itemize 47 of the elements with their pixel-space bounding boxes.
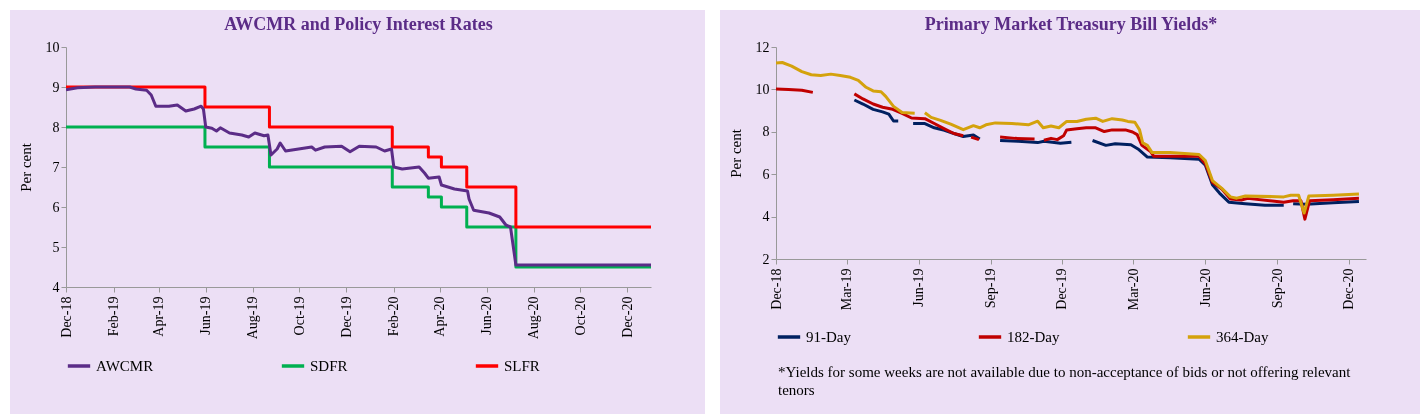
x-tick-label: Dec-19 bbox=[1054, 268, 1070, 310]
y-tick-label: 4 bbox=[52, 279, 60, 295]
x-tick-label: Oct-20 bbox=[572, 296, 588, 336]
chart-title: AWCMR and Policy Interest Rates bbox=[224, 14, 493, 34]
x-tick-label: Sep-20 bbox=[1269, 268, 1285, 309]
legend-label: SDFR bbox=[310, 358, 348, 374]
x-tick-label: Jun-19 bbox=[198, 296, 214, 335]
x-tick-label: Feb-19 bbox=[106, 296, 122, 337]
x-tick-label: Mar-19 bbox=[839, 268, 855, 311]
x-tick-label: Apr-19 bbox=[151, 296, 167, 337]
x-tick-label: Mar-20 bbox=[1125, 268, 1141, 311]
y-tick-label: 6 bbox=[52, 199, 60, 215]
x-tick-label: Jun-20 bbox=[479, 296, 495, 335]
x-tick-label: Aug-19 bbox=[245, 296, 261, 340]
y-tick-label: 12 bbox=[755, 39, 770, 55]
y-tick-label: 6 bbox=[762, 166, 770, 182]
y-tick-label: 2 bbox=[762, 251, 770, 267]
x-tick-label: Dec-18 bbox=[58, 296, 74, 338]
x-tick-label: Jun-20 bbox=[1197, 268, 1213, 307]
line-series bbox=[66, 85, 651, 267]
x-tick-label: Dec-19 bbox=[338, 296, 354, 338]
legend-label: 91-Day bbox=[806, 329, 852, 345]
legend-label: 182-Day bbox=[1007, 329, 1060, 345]
legend-label: 364-Day bbox=[1216, 329, 1269, 345]
y-tick-label: 8 bbox=[762, 124, 770, 140]
y-tick-label: 4 bbox=[762, 209, 770, 225]
x-tick-label: Dec-20 bbox=[619, 296, 635, 338]
y-axis-title: Per cent bbox=[17, 142, 34, 192]
x-tick-label: Sep-19 bbox=[983, 268, 999, 309]
x-tick-label: Apr-20 bbox=[432, 296, 448, 337]
y-tick-label: 10 bbox=[755, 81, 770, 97]
y-tick-label: 9 bbox=[52, 79, 60, 95]
x-tick-label: Feb-20 bbox=[386, 296, 402, 337]
text: *Yields for some weeks are not available due to non-acceptance of bids or not offering relevant tenors bbox=[778, 363, 1352, 399]
x-tick-label: Jun-19 bbox=[911, 268, 927, 307]
legend-label: AWCMR bbox=[96, 358, 154, 374]
y-axis-title: Per cent bbox=[727, 128, 744, 178]
x-tick-label: Dec-20 bbox=[1341, 268, 1357, 310]
y-tick-label: 7 bbox=[52, 159, 60, 175]
y-tick-label: 5 bbox=[52, 239, 60, 255]
y-tick-label: 10 bbox=[45, 39, 60, 55]
y-tick-label: 8 bbox=[52, 119, 60, 135]
chart-title: Primary Market Treasury Bill Yields* bbox=[924, 14, 1218, 34]
x-tick-label: Oct-19 bbox=[291, 296, 307, 336]
x-tick-label: Dec-18 bbox=[768, 268, 784, 310]
x-tick-label: Aug-20 bbox=[526, 296, 542, 340]
legend-label: SLFR bbox=[504, 358, 540, 374]
